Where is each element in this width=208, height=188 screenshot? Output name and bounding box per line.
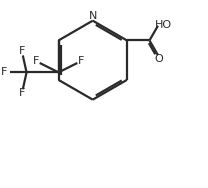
Text: O: O — [155, 54, 163, 64]
Text: F: F — [33, 56, 39, 67]
Text: F: F — [19, 88, 25, 99]
Text: F: F — [78, 56, 84, 67]
Text: N: N — [89, 11, 97, 21]
Text: HO: HO — [155, 20, 172, 30]
Text: F: F — [1, 67, 7, 77]
Text: F: F — [19, 46, 25, 56]
